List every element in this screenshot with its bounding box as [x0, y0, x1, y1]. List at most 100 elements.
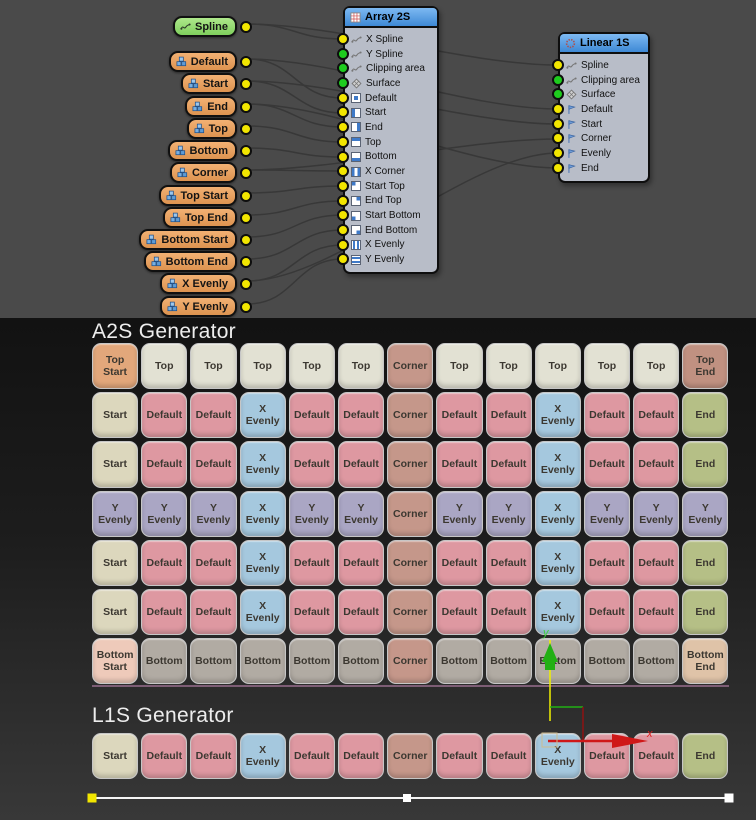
wire[interactable]: [246, 125, 344, 143]
grid-tile-top-end[interactable]: Top End: [682, 343, 729, 390]
grid-tile-start[interactable]: Start: [92, 733, 139, 780]
grid-tile-default[interactable]: Default: [583, 588, 631, 636]
grid-tile-y-evenly[interactable]: Y Evenly: [583, 490, 631, 537]
input-row-default[interactable]: Default: [337, 91, 434, 106]
input-socket[interactable]: [552, 59, 564, 71]
grid-tile-x-evenly[interactable]: X Evenly: [534, 733, 581, 780]
grid-tile-corner[interactable]: Corner: [387, 490, 434, 537]
output-socket[interactable]: [240, 277, 252, 290]
output-socket[interactable]: [240, 122, 252, 135]
input-row-default[interactable]: Default: [552, 102, 645, 117]
grid-tile-default[interactable]: Default: [485, 588, 532, 636]
input-socket[interactable]: [337, 194, 349, 207]
grid-tile-default[interactable]: Default: [633, 588, 680, 636]
input-row-x-corner[interactable]: X Corner: [337, 164, 434, 179]
grid-tile-x-evenly[interactable]: X Evenly: [239, 392, 286, 439]
input-socket[interactable]: [552, 147, 564, 160]
grid-tile-x-evenly[interactable]: X Evenly: [239, 733, 286, 780]
grid-tile-top[interactable]: Top: [485, 343, 532, 390]
grid-tile-bottom[interactable]: Bottom: [190, 638, 237, 685]
grid-tile-bottom[interactable]: Bottom: [288, 638, 335, 685]
grid-tile-bottom[interactable]: Bottom: [239, 638, 286, 685]
source-node-top-start[interactable]: Top Start: [158, 185, 252, 206]
input-socket[interactable]: [552, 103, 564, 116]
output-socket[interactable]: [240, 166, 252, 179]
grid-tile-start[interactable]: Start: [92, 441, 139, 488]
grid-tile-default[interactable]: Default: [633, 733, 680, 780]
linear-node[interactable]: Linear 1S Spline Clipping area Surface Defa…: [552, 32, 650, 183]
linear-node-titlebar[interactable]: Linear 1S: [560, 34, 648, 54]
source-node-corner[interactable]: Corner: [169, 162, 252, 183]
grid-tile-bottom[interactable]: Bottom: [583, 638, 631, 685]
node-body[interactable]: Bottom Start: [139, 229, 237, 250]
wire[interactable]: [246, 244, 344, 282]
array-node-titlebar[interactable]: Array 2S: [345, 8, 437, 28]
grid-tile-default[interactable]: Default: [288, 441, 335, 488]
grid-tile-end[interactable]: End: [682, 539, 729, 586]
grid-tile-y-evenly[interactable]: Y Evenly: [633, 490, 680, 537]
grid-tile-x-evenly[interactable]: X Evenly: [534, 588, 581, 636]
input-socket[interactable]: [552, 132, 564, 145]
node-body[interactable]: Y Evenly: [160, 296, 237, 317]
grid-tile-default[interactable]: Default: [190, 733, 237, 780]
grid-tile-default[interactable]: Default: [633, 539, 680, 586]
grid-tile-default[interactable]: Default: [436, 539, 483, 586]
grid-tile-default[interactable]: Default: [141, 588, 188, 636]
grid-tile-end[interactable]: End: [682, 392, 729, 439]
grid-tile-y-evenly[interactable]: Y Evenly: [288, 490, 335, 537]
input-socket[interactable]: [337, 77, 349, 90]
input-row-y-spline[interactable]: Y Spline: [337, 47, 434, 62]
input-socket[interactable]: [337, 209, 349, 222]
grid-tile-default[interactable]: Default: [583, 539, 631, 586]
node-body[interactable]: Top Start: [158, 185, 237, 206]
input-socket[interactable]: [337, 47, 349, 60]
grid-tile-top[interactable]: Top: [141, 343, 188, 390]
grid-tile-top-start[interactable]: Top Start: [92, 343, 139, 390]
source-node-x-evenly[interactable]: X Evenly: [160, 273, 252, 294]
input-row-x-evenly[interactable]: X Evenly: [337, 238, 434, 253]
grid-tile-default[interactable]: Default: [583, 392, 631, 439]
source-node-spline[interactable]: Spline: [172, 16, 252, 37]
grid-tile-default[interactable]: Default: [190, 588, 237, 636]
grid-tile-default[interactable]: Default: [337, 733, 385, 780]
input-row-start[interactable]: Start: [552, 117, 645, 132]
input-row-bottom[interactable]: Bottom: [337, 150, 434, 165]
input-row-y-evenly[interactable]: Y Evenly: [337, 252, 434, 267]
node-body[interactable]: End: [185, 96, 237, 117]
input-socket[interactable]: [552, 117, 564, 130]
output-socket[interactable]: [240, 20, 252, 33]
input-row-start[interactable]: Start: [337, 105, 434, 120]
grid-tile-y-evenly[interactable]: Y Evenly: [436, 490, 483, 537]
grid-tile-bottom[interactable]: Bottom: [436, 638, 483, 685]
output-socket[interactable]: [240, 100, 252, 113]
node-editor[interactable]: Spline Default Start End Top Bottom Corner Top …: [0, 0, 756, 318]
grid-tile-default[interactable]: Default: [288, 539, 335, 586]
grid-tile-default[interactable]: Default: [141, 441, 188, 488]
grid-tile-default[interactable]: Default: [337, 441, 385, 488]
input-socket[interactable]: [337, 62, 349, 75]
grid-tile-corner[interactable]: Corner: [387, 733, 434, 780]
input-row-surface[interactable]: Surface: [337, 76, 434, 91]
spline-vertex-end[interactable]: [724, 793, 734, 803]
input-socket[interactable]: [552, 88, 564, 101]
grid-tile-default[interactable]: Default: [633, 392, 680, 439]
viewport-3d[interactable]: A2S Generator Top Start Top Top Top Top Top Co…: [0, 318, 756, 820]
grid-tile-default[interactable]: Default: [141, 392, 188, 439]
grid-tile-top[interactable]: Top: [190, 343, 237, 390]
grid-tile-default[interactable]: Default: [288, 733, 335, 780]
node-body[interactable]: X Evenly: [160, 273, 237, 294]
input-socket[interactable]: [337, 179, 349, 192]
grid-tile-top[interactable]: Top: [633, 343, 680, 390]
node-body[interactable]: Top End: [162, 207, 237, 228]
input-row-end[interactable]: End: [552, 161, 645, 176]
input-socket[interactable]: [337, 253, 349, 266]
grid-tile-x-evenly[interactable]: X Evenly: [534, 490, 581, 537]
source-node-end[interactable]: End: [185, 96, 252, 117]
grid-tile-default[interactable]: Default: [485, 441, 532, 488]
node-body[interactable]: Default: [168, 51, 237, 72]
grid-tile-start[interactable]: Start: [92, 539, 139, 586]
wire[interactable]: [246, 185, 344, 194]
grid-tile-default[interactable]: Default: [436, 392, 483, 439]
grid-tile-default[interactable]: Default: [436, 588, 483, 636]
grid-tile-default[interactable]: Default: [436, 733, 483, 780]
